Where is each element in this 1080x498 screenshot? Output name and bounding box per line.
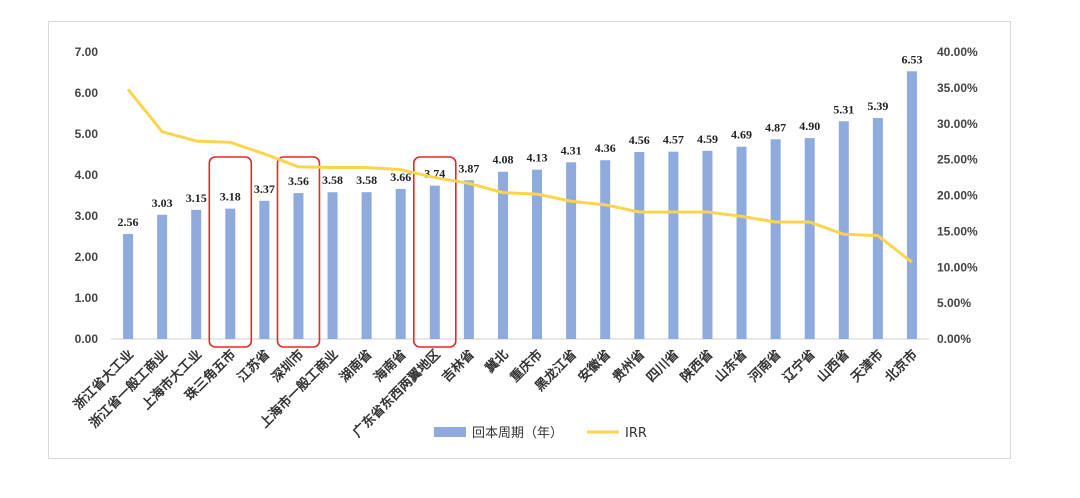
bar [634,152,645,339]
left-axis-tick: 0.00 [75,332,99,346]
category-label: 河南省 [746,347,785,386]
irr-line [126,88,913,264]
category-label: 山西省 [814,347,853,386]
bar [872,118,883,339]
bar-data-label: 3.58 [356,173,377,187]
right-axis-tick: 5.00% [937,296,971,310]
bar [293,193,304,339]
highlight-box [276,156,321,348]
bar-data-label: 4.36 [595,141,616,155]
category-label: 天津市 [848,347,887,386]
bar-line-chart: 0.00 1.00 2.00 3.00 4.00 5.00 6.00 7.00 0.00% 5.… [70,45,978,441]
bar [327,192,338,339]
bar [225,208,236,339]
right-axis-tick: 20.00% [937,189,978,203]
bar-data-label: 3.58 [322,173,343,187]
bar-data-label: 6.53 [901,52,922,66]
bar-data-label: 2.56 [118,215,139,229]
bar-data-label: 3.37 [254,182,275,196]
left-axis-tick: 2.00 [75,250,99,264]
bar [395,188,406,339]
category-label: 冀北 [482,347,512,377]
category-label: 辽宁省 [780,347,819,386]
right-axis-tick: 0.00% [937,332,971,346]
bar-data-label: 4.31 [561,143,582,157]
bar-data-label: 4.57 [663,133,684,147]
left-axis-tick: 1.00 [75,291,99,305]
bar [770,139,781,339]
bar [804,138,815,339]
left-axis-tick: 3.00 [75,209,99,223]
category-label: 贵州省 [609,347,648,386]
bar [566,162,577,339]
bar-data-label: 4.56 [629,133,650,147]
bar [532,169,543,339]
chart-frame: 0.00 1.00 2.00 3.00 4.00 5.00 6.00 7.00 0.00% 5.… [48,21,1011,459]
bar [497,171,508,339]
bar-data-label: 5.39 [867,99,888,113]
category-label: 北京市 [882,347,921,386]
bar [157,214,168,339]
highlight-box [412,156,457,348]
category-label: 江苏省 [234,347,273,386]
bar [838,121,849,339]
left-axis-tick: 6.00 [75,86,99,100]
legend-bar-label: 回本周期（年） [472,426,563,441]
bar-data-label: 4.69 [731,128,752,142]
bar-data-label: 5.31 [833,102,854,116]
bar-data-label: 4.59 [697,132,718,146]
bar [191,209,202,339]
category-label: 安徽省 [575,347,614,386]
bar [702,150,713,339]
category-label: 山东省 [711,347,750,386]
bar-data-label: 3.03 [152,196,173,210]
bar [123,234,134,339]
right-axis-tick: 25.00% [937,153,978,167]
category-label: 四川省 [643,347,682,386]
bar [600,160,611,339]
bar [668,151,679,339]
bar [463,180,474,339]
bar-data-label: 3.18 [220,190,241,204]
bar [906,71,917,339]
bar [736,146,747,339]
right-axis-tick: 15.00% [937,224,978,238]
bar-data-label: 4.08 [492,153,513,167]
category-label: 湖南省 [337,347,376,386]
right-axis-tick: 35.00% [937,81,978,95]
bar-data-label: 4.13 [527,151,548,165]
left-axis-tick: 5.00 [75,127,99,141]
right-axis-tick: 10.00% [937,260,978,274]
left-axis-tick: 7.00 [75,45,99,59]
bar [259,200,270,339]
bar-data-label: 3.87 [458,161,479,175]
category-label: 吉林省 [439,347,478,386]
legend-line-label: IRR [625,426,647,441]
right-axis-tick: 40.00% [937,45,978,59]
bar-data-label: 4.87 [765,120,786,134]
bar-data-label: 3.66 [390,170,411,184]
category-label: 陕西省 [677,347,716,386]
bar-data-label: 4.90 [799,119,820,133]
bar-data-label: 3.56 [288,174,309,188]
left-axis-tick: 4.00 [75,168,99,182]
bar [361,192,372,339]
highlight-box [208,156,253,348]
bar-data-label: 3.15 [186,191,207,205]
legend-bar-swatch [434,427,466,437]
right-axis-tick: 30.00% [937,117,978,131]
bar [429,185,440,339]
